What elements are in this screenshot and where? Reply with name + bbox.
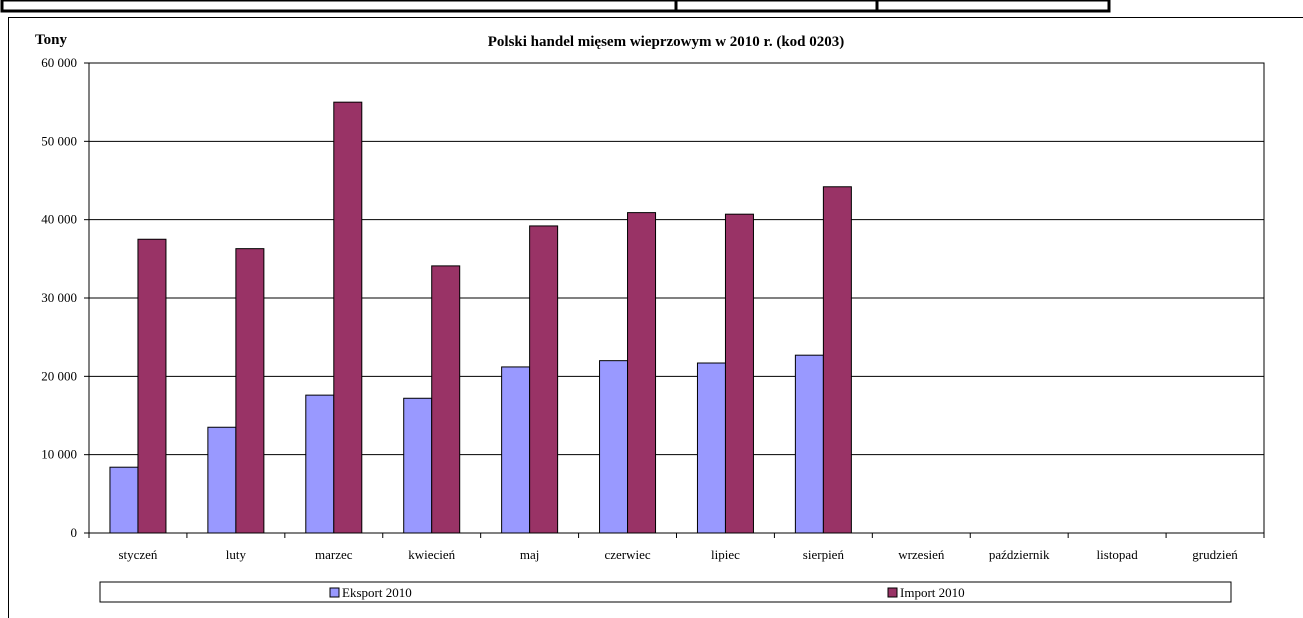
legend-box bbox=[99, 581, 1232, 603]
bar-import bbox=[431, 265, 461, 534]
bar-eksport bbox=[501, 366, 531, 534]
x-tick-label: lipiec bbox=[711, 547, 740, 562]
x-tick-label: październik bbox=[989, 547, 1050, 562]
bar-import bbox=[627, 212, 657, 534]
bar-import bbox=[724, 213, 754, 534]
x-tick-label: luty bbox=[226, 547, 247, 562]
legend-label: Import 2010 bbox=[900, 585, 965, 600]
bar-eksport bbox=[305, 394, 335, 534]
x-tick-label: listopad bbox=[1097, 547, 1139, 562]
x-tick-label: maj bbox=[520, 547, 540, 562]
y-tick-label: 60 000 bbox=[41, 55, 77, 70]
bar-import bbox=[235, 248, 265, 534]
y-tick-label: 50 000 bbox=[41, 133, 77, 148]
y-axis-ticks: 0 10 000 20 000 30 000 40 000 50 000 60 000 bbox=[41, 55, 89, 540]
bar-import bbox=[822, 186, 852, 534]
x-tick-label: wrzesień bbox=[898, 547, 945, 562]
bar-eksport bbox=[599, 360, 629, 534]
y-axis-label: Tony bbox=[35, 32, 67, 48]
bar-eksport bbox=[696, 362, 726, 534]
bar-eksport bbox=[403, 397, 433, 534]
bar-import bbox=[137, 238, 167, 534]
bar-import bbox=[529, 225, 559, 534]
bar-import bbox=[333, 101, 363, 534]
legend-swatch bbox=[887, 587, 898, 598]
y-tick-label: 40 000 bbox=[41, 212, 77, 227]
x-tick-label: grudzień bbox=[1192, 547, 1238, 562]
x-tick-label: styczeń bbox=[118, 547, 157, 562]
x-tick-label: czerwiec bbox=[604, 547, 650, 562]
legend-label: Eksport 2010 bbox=[342, 585, 412, 600]
legend-swatch bbox=[329, 587, 340, 598]
bar-eksport bbox=[794, 354, 824, 534]
x-tick-label: sierpień bbox=[803, 547, 845, 562]
gridlines bbox=[89, 62, 1264, 456]
bar-eksport bbox=[109, 466, 139, 534]
y-tick-label: 30 000 bbox=[41, 290, 77, 305]
y-tick-label: 0 bbox=[71, 525, 78, 540]
top-table-border bbox=[0, 0, 1111, 13]
bars bbox=[109, 101, 852, 534]
x-tick-label: marzec bbox=[315, 547, 353, 562]
legend: Eksport 2010 Import 2010 bbox=[99, 581, 1232, 603]
y-tick-label: 10 000 bbox=[41, 447, 77, 462]
chart-frame bbox=[8, 17, 1303, 618]
bar-eksport bbox=[207, 426, 237, 534]
x-tick-label: kwiecień bbox=[408, 547, 455, 562]
chart-title: Polski handel mięsem wieprzowym w 2010 r… bbox=[488, 34, 845, 50]
y-tick-label: 20 000 bbox=[41, 368, 77, 383]
x-axis-ticks: styczeń luty marzec kwiecień maj czerwiec lipi… bbox=[88, 533, 1265, 562]
